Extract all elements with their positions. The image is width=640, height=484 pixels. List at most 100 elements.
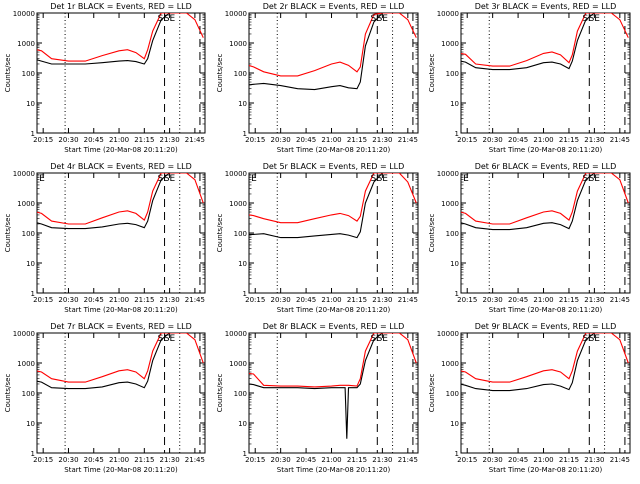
- ss-marker-label: S: [582, 334, 588, 344]
- y-tick-label: 1: [243, 130, 247, 138]
- y-tick-label: 10000: [225, 170, 247, 178]
- y-tick-label: 10000: [13, 330, 35, 338]
- detector-panel-4: Det 4r BLACK = Events, RED = LLD 1 10 100 10…: [4, 162, 206, 314]
- x-tick-label: 20:30: [271, 456, 291, 464]
- x-tick-label: 20:30: [271, 136, 291, 144]
- x-tick-label: 20:45: [296, 136, 316, 144]
- y-tick-label: 1: [455, 450, 459, 458]
- x-tick-label: 20:30: [271, 296, 291, 304]
- y-axis-label: Counts/sec: [428, 374, 436, 413]
- x-tick-label: 20:15: [245, 456, 265, 464]
- x-tick-label: 21:15: [559, 296, 579, 304]
- y-axis-label: Counts/sec: [428, 214, 436, 253]
- se-marker-label: SE: [164, 334, 176, 344]
- x-tick-label: 21:15: [134, 136, 154, 144]
- y-tick-label: 100: [22, 230, 35, 238]
- x-tick-label: 20:15: [33, 296, 53, 304]
- x-tick-label: 20:15: [245, 136, 265, 144]
- x-tick-label: 20:45: [508, 136, 528, 144]
- lld-series-line: [461, 333, 629, 383]
- y-tick-label: 1: [243, 450, 247, 458]
- y-tick-label: 10: [238, 100, 247, 108]
- y-tick-label: 100: [234, 390, 247, 398]
- x-tick-label: 21:15: [559, 136, 579, 144]
- x-tick-label: 21:30: [372, 296, 392, 304]
- x-tick-label: 21:15: [347, 456, 367, 464]
- e-marker-label: E: [39, 174, 45, 184]
- y-tick-label: 10000: [13, 10, 35, 18]
- x-tick-label: 21:45: [610, 296, 630, 304]
- e-marker-label: E: [251, 174, 257, 184]
- lld-series-line: [249, 333, 417, 388]
- x-tick-label: 21:45: [610, 456, 630, 464]
- y-tick-label: 100: [446, 70, 459, 78]
- se-marker-label: SE: [164, 14, 176, 24]
- panel-title: Det 1r BLACK = Events, RED = LLD: [50, 2, 192, 11]
- y-tick-label: 1: [243, 290, 247, 298]
- x-axis-label: Start Time (20-Mar-08 20:11:20): [64, 466, 178, 474]
- y-tick-label: 1000: [17, 200, 35, 208]
- x-tick-label: 20:45: [508, 296, 528, 304]
- x-tick-label: 21:45: [185, 136, 205, 144]
- x-tick-label: 21:00: [109, 136, 129, 144]
- x-tick-label: 20:30: [483, 136, 503, 144]
- x-tick-label: 21:00: [109, 456, 129, 464]
- detector-panel-8: Det 8r BLACK = Events, RED = LLD 1 10 100 10…: [216, 322, 419, 474]
- x-axis-label: Start Time (20-Mar-08 20:11:20): [277, 466, 391, 474]
- ss-marker-label: S: [582, 14, 588, 24]
- y-axis-label: Counts/sec: [4, 214, 12, 253]
- ss-marker-label: S: [370, 14, 376, 24]
- x-axis-label: Start Time (20-Mar-08 20:11:20): [489, 306, 603, 314]
- x-axis-label: Start Time (20-Mar-08 20:11:20): [277, 306, 391, 314]
- detector-panel-7: Det 7r BLACK = Events, RED = LLD 1 10 100 10…: [4, 322, 206, 474]
- panel-title: Det 4r BLACK = Events, RED = LLD: [50, 162, 192, 171]
- ss-marker-label: S: [158, 14, 164, 24]
- x-tick-label: 21:30: [584, 456, 604, 464]
- se-marker-label: SE: [589, 14, 601, 24]
- x-tick-label: 20:45: [84, 456, 104, 464]
- y-tick-label: 1000: [229, 40, 247, 48]
- ss-marker-label: S: [158, 174, 164, 184]
- y-axis-label: Counts/sec: [428, 54, 436, 93]
- x-tick-label: 21:00: [321, 296, 341, 304]
- lld-series-line: [37, 13, 204, 62]
- x-tick-label: 20:45: [296, 456, 316, 464]
- events-series-line: [249, 173, 408, 239]
- panel-title: Det 6r BLACK = Events, RED = LLD: [475, 162, 617, 171]
- y-tick-label: 10: [450, 260, 459, 268]
- e-marker-label: E: [463, 174, 469, 184]
- panel-title: Det 9r BLACK = Events, RED = LLD: [475, 322, 617, 331]
- lld-series-line: [461, 13, 629, 67]
- x-tick-label: 20:15: [457, 456, 477, 464]
- detector-panel-5: Det 5r BLACK = Events, RED = LLD 1 10 100 10…: [216, 162, 419, 314]
- y-tick-label: 10: [26, 100, 35, 108]
- detector-panel-9: Det 9r BLACK = Events, RED = LLD 1 10 100 10…: [428, 322, 631, 474]
- lld-series-line: [37, 173, 204, 225]
- y-tick-label: 1000: [229, 200, 247, 208]
- detector-panel-6: Det 6r BLACK = Events, RED = LLD 1 10 100 10…: [428, 162, 631, 314]
- y-tick-label: 10000: [13, 170, 35, 178]
- x-tick-label: 20:45: [84, 136, 104, 144]
- y-tick-label: 100: [234, 230, 247, 238]
- y-tick-label: 10000: [225, 10, 247, 18]
- y-tick-label: 100: [22, 390, 35, 398]
- x-axis-label: Start Time (20-Mar-08 20:11:20): [277, 146, 391, 154]
- x-tick-label: 21:00: [533, 136, 553, 144]
- y-axis-label: Counts/sec: [4, 54, 12, 93]
- y-tick-label: 100: [446, 390, 459, 398]
- events-series-line: [461, 13, 620, 71]
- se-marker-label: SE: [377, 174, 389, 184]
- lld-series-line: [37, 333, 204, 383]
- ss-marker-label: S: [582, 174, 588, 184]
- y-tick-label: 100: [446, 230, 459, 238]
- y-tick-label: 1: [31, 290, 35, 298]
- y-tick-label: 1: [455, 130, 459, 138]
- events-series-line: [461, 333, 620, 392]
- x-tick-label: 21:45: [398, 456, 418, 464]
- x-tick-label: 21:30: [584, 136, 604, 144]
- x-tick-label: 21:00: [321, 136, 341, 144]
- detector-panel-3: Det 3r BLACK = Events, RED = LLD 1 10 100 10…: [428, 2, 631, 154]
- x-tick-label: 20:30: [58, 456, 78, 464]
- lld-series-line: [461, 173, 629, 225]
